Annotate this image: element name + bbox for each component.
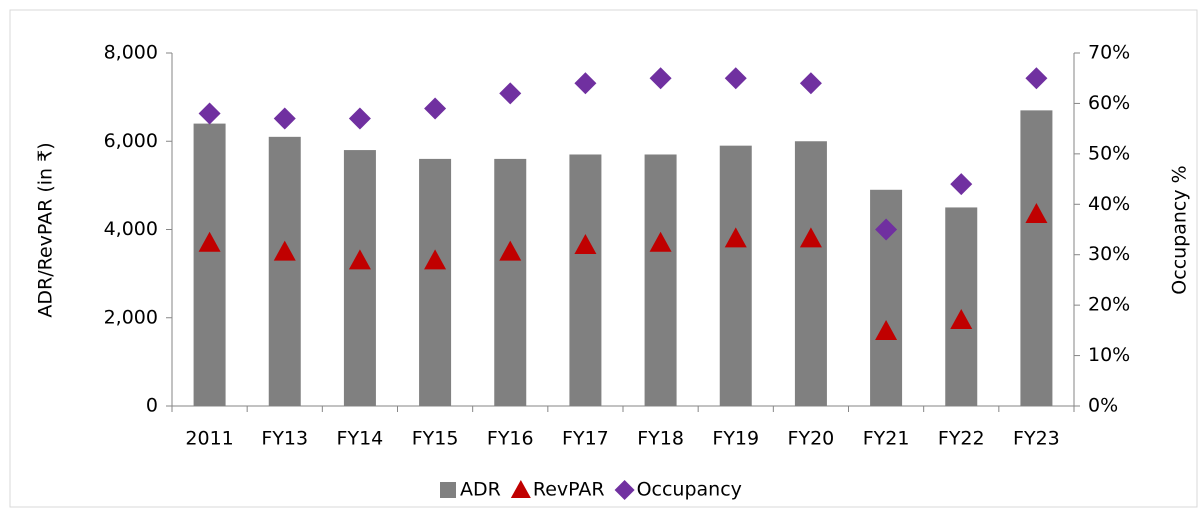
y2-tick-label: 70% (1088, 42, 1130, 64)
legend-label: RevPAR (533, 479, 605, 501)
triangle-marker (574, 233, 597, 254)
x-tick-label: FY17 (562, 428, 609, 450)
bar (1020, 110, 1053, 407)
x-tick-label: 2011 (185, 428, 233, 450)
bar (719, 145, 752, 406)
bar (419, 158, 452, 406)
triangle-marker (799, 227, 822, 248)
y-tick-label: 2,000 (104, 306, 158, 328)
x-tick-label: FY23 (1013, 428, 1060, 450)
triangle-marker (198, 231, 221, 252)
legend-swatch (614, 480, 635, 500)
triangle-marker (875, 319, 898, 340)
y2-tick-label: 20% (1088, 294, 1130, 316)
y-tick-label: 0 (146, 395, 158, 417)
y2-tick-label: 30% (1088, 243, 1130, 265)
y2-tick-label: 0% (1088, 395, 1118, 417)
bar (343, 150, 376, 406)
bar (794, 141, 827, 406)
x-tick-label: FY16 (487, 428, 534, 450)
triangle-marker (273, 240, 296, 261)
triangle-marker (499, 240, 522, 261)
diamond-marker (499, 82, 522, 105)
diamond-marker (574, 72, 597, 95)
diamond-marker (875, 218, 898, 241)
diamond-marker (348, 107, 371, 130)
x-tick-label: FY15 (412, 428, 459, 450)
y-tick-label: 4,000 (104, 218, 158, 240)
triangle-marker (348, 249, 371, 270)
x-tick-label: FY19 (712, 428, 759, 450)
diamond-marker (1025, 67, 1048, 90)
triangle-marker (649, 231, 672, 252)
diamond-marker (649, 67, 672, 90)
y-tick-label: 8,000 (104, 42, 158, 64)
triangle-marker (424, 249, 447, 270)
y2-tick-label: 50% (1088, 142, 1130, 164)
y2-tick-label: 40% (1088, 193, 1130, 215)
triangle-marker (950, 308, 973, 329)
x-tick-label: FY20 (788, 428, 835, 450)
y-tick-label: 6,000 (104, 130, 158, 152)
triangle-marker (1025, 203, 1048, 224)
bar (494, 158, 527, 406)
x-tick-label: FY22 (938, 428, 985, 450)
x-tick-label: FY13 (261, 428, 308, 450)
legend-label: Occupancy (637, 479, 742, 501)
diamond-marker (424, 97, 447, 120)
legend-swatch (510, 480, 531, 498)
y-axis-title: ADR/RevPAR (in ₹) (35, 142, 57, 317)
diamond-marker (198, 102, 221, 125)
diamond-marker (799, 72, 822, 95)
y2-tick-label: 10% (1088, 344, 1130, 366)
y2-tick-label: 60% (1088, 92, 1130, 114)
bar (569, 154, 602, 406)
bar (193, 123, 226, 406)
diamond-marker (273, 107, 296, 130)
bar (268, 136, 301, 406)
bar (945, 207, 978, 406)
diamond-marker (950, 173, 973, 196)
legend-label: ADR (460, 479, 501, 501)
x-tick-label: FY14 (337, 428, 384, 450)
legend-swatch (440, 482, 456, 498)
x-tick-label: FY18 (637, 428, 684, 450)
y2-axis-title: Occupancy % (1169, 165, 1191, 294)
x-tick-label: FY21 (863, 428, 910, 450)
triangle-marker (724, 227, 747, 248)
diamond-marker (724, 67, 747, 90)
chart-frame (9, 9, 1198, 508)
bar (644, 154, 677, 406)
